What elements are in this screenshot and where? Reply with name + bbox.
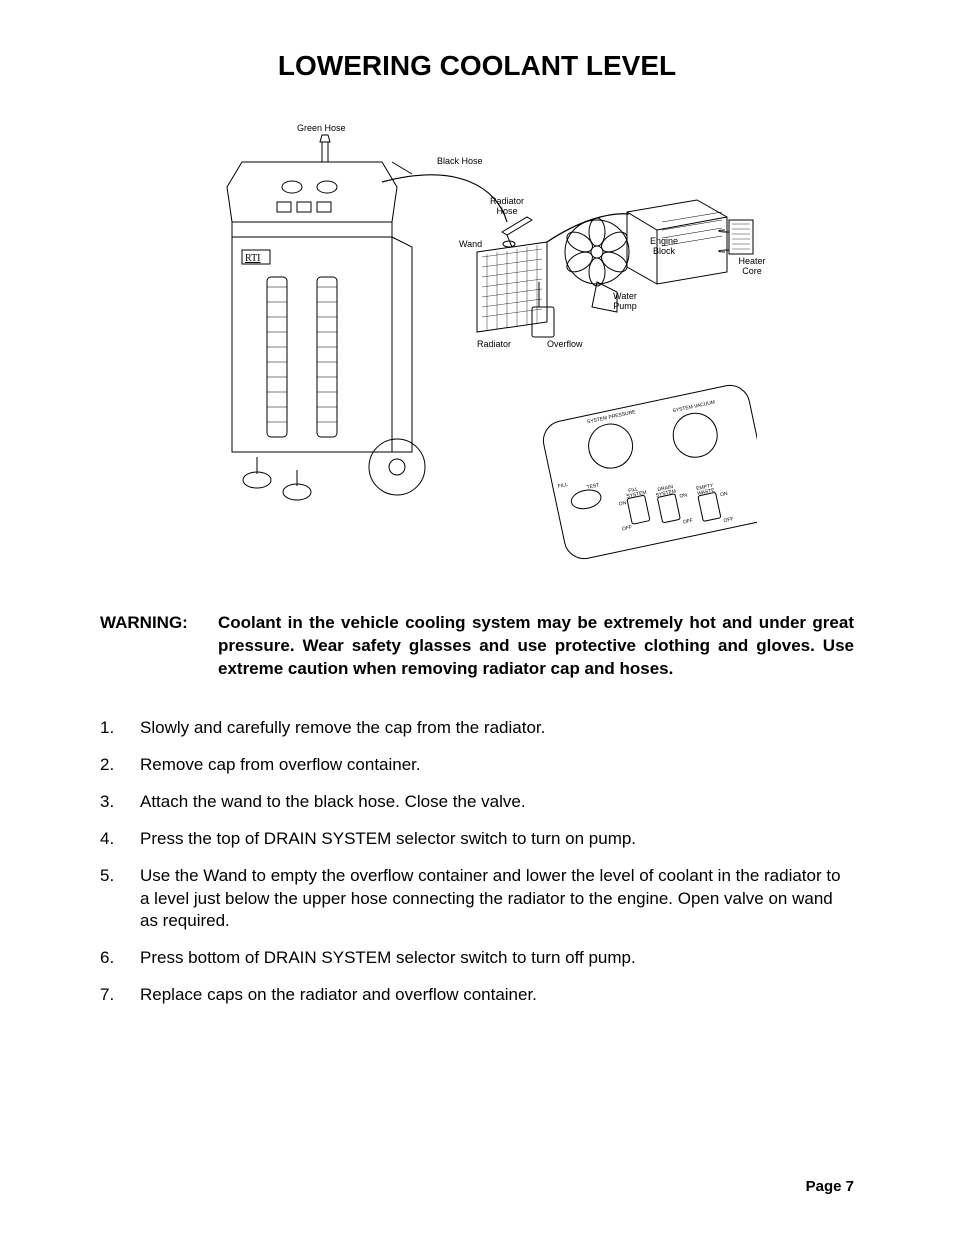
page-title: LOWERING COOLANT LEVEL <box>100 50 854 82</box>
list-item: 7.Replace caps on the radiator and overf… <box>100 984 854 1007</box>
step-text: Remove cap from overflow container. <box>140 754 854 777</box>
label-black-hose: Black Hose <box>437 157 483 167</box>
step-text: Press bottom of DRAIN SYSTEM selector sw… <box>140 947 854 970</box>
label-radiator-hose: RadiatorHose <box>482 197 532 217</box>
step-number: 4. <box>100 828 140 851</box>
equipment-diagram: RTI <box>197 102 757 582</box>
instruction-list: 1.Slowly and carefully remove the cap fr… <box>100 717 854 1007</box>
label-overflow: Overflow <box>547 340 583 350</box>
step-number: 2. <box>100 754 140 777</box>
list-item: 1.Slowly and carefully remove the cap fr… <box>100 717 854 740</box>
warning-label: WARNING: <box>100 612 218 681</box>
label-wand: Wand <box>459 240 482 250</box>
warning-block: WARNING: Coolant in the vehicle cooling … <box>100 612 854 681</box>
step-number: 7. <box>100 984 140 1007</box>
list-item: 5.Use the Wand to empty the overflow con… <box>100 865 854 934</box>
step-number: 6. <box>100 947 140 970</box>
page-number: Page 7 <box>806 1178 854 1195</box>
step-text: Use the Wand to empty the overflow conta… <box>140 865 854 934</box>
label-radiator: Radiator <box>477 340 511 350</box>
step-text: Press the top of DRAIN SYSTEM selector s… <box>140 828 854 851</box>
svg-text:RTI: RTI <box>245 253 261 264</box>
step-text: Attach the wand to the black hose. Close… <box>140 791 854 814</box>
label-engine-block: EngineBlock <box>644 237 684 257</box>
label-water-pump: WaterPump <box>605 292 645 312</box>
label-green-hose: Green Hose <box>297 124 346 134</box>
step-number: 5. <box>100 865 140 934</box>
list-item: 3.Attach the wand to the black hose. Clo… <box>100 791 854 814</box>
step-text: Replace caps on the radiator and overflo… <box>140 984 854 1007</box>
list-item: 4.Press the top of DRAIN SYSTEM selector… <box>100 828 854 851</box>
warning-text: Coolant in the vehicle cooling system ma… <box>218 612 854 681</box>
step-number: 1. <box>100 717 140 740</box>
list-item: 6.Press bottom of DRAIN SYSTEM selector … <box>100 947 854 970</box>
step-text: Slowly and carefully remove the cap from… <box>140 717 854 740</box>
label-heater-core: HeaterCore <box>732 257 772 277</box>
step-number: 3. <box>100 791 140 814</box>
list-item: 2.Remove cap from overflow container. <box>100 754 854 777</box>
